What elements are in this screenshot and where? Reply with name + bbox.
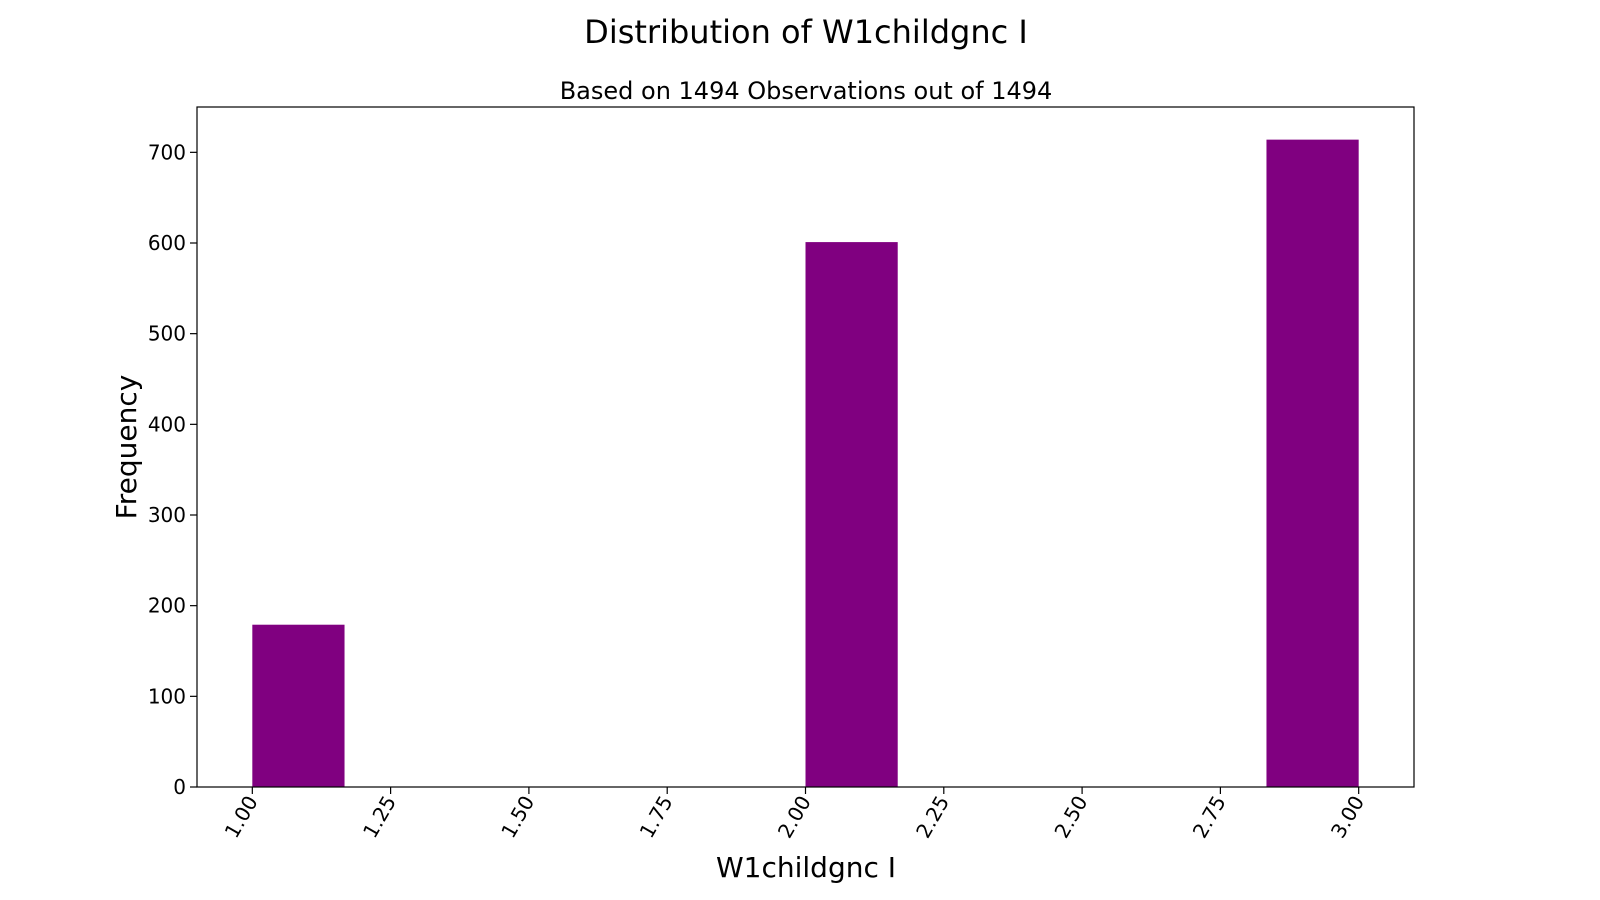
y-tick-label: 400 [148,412,186,436]
y-axis-label: Frequency [110,375,143,520]
x-tick-label: 2.00 [773,792,816,843]
x-tick-label: 3.00 [1326,792,1369,843]
y-tick-label: 100 [148,684,186,708]
x-tick-label: 2.50 [1049,792,1092,843]
y-axis-ticks: 0 100 200 300 400 500 600 700 [148,140,197,799]
y-tick-label: 0 [173,775,186,799]
x-tick-label: 1.00 [220,792,263,843]
y-tick-label: 200 [148,594,186,618]
x-tick-label: 1.50 [496,792,539,843]
y-tick-label: 500 [148,322,186,346]
y-tick-label: 600 [148,231,186,255]
y-tick-label: 700 [148,140,186,164]
histogram-bar [1266,139,1359,787]
chart-title: Distribution of W1childgnc I [584,13,1028,51]
histogram-bar [252,624,345,787]
x-axis-label: W1childgnc I [716,851,896,884]
bars-group [252,139,1359,788]
x-tick-label: 2.25 [911,792,954,843]
x-tick-label: 1.75 [634,792,677,843]
y-tick-label: 300 [148,503,186,527]
x-tick-label: 1.25 [358,792,401,843]
histogram-bar [805,242,898,788]
x-axis-ticks: 1.00 1.25 1.50 1.75 2.00 2.25 2.50 2.75 3.00 [220,787,1369,842]
x-tick-label: 2.75 [1188,792,1231,843]
chart-subtitle: Based on 1494 Observations out of 1494 [560,77,1053,105]
